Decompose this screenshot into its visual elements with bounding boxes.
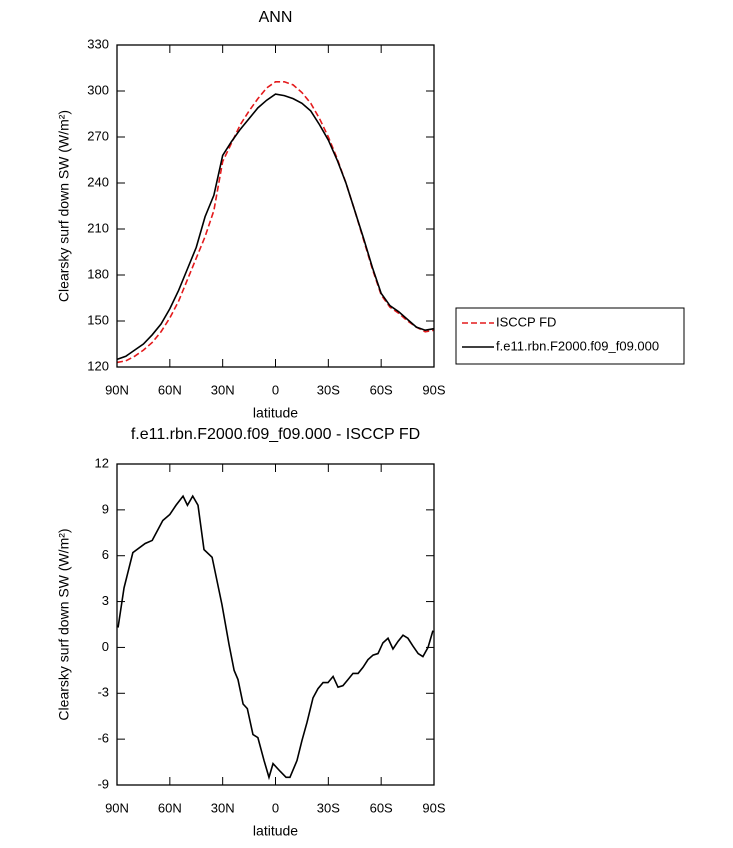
chart-title: ANN [259, 9, 293, 26]
x-tick-label: 90N [105, 382, 129, 397]
y-tick-label: -6 [97, 731, 109, 746]
data-line [116, 81, 435, 364]
chart-title: f.e11.rbn.F2000.f09_f09.000 - ISCCP FD [131, 426, 420, 443]
x-tick-label: 60N [158, 382, 182, 397]
x-tick-label: 0 [272, 382, 279, 397]
y-tick-label: 270 [87, 128, 109, 143]
x-tick-label: 0 [272, 800, 279, 815]
y-tick-label: 150 [87, 312, 109, 327]
y-tick-label: -9 [97, 776, 109, 791]
y-tick-label: 330 [87, 36, 109, 51]
y-tick-label: 210 [87, 220, 109, 235]
x-axis-label: latitude [253, 405, 298, 421]
x-tick-label: 90S [422, 800, 445, 815]
y-tick-label: 300 [87, 82, 109, 97]
legend-label: f.e11.rbn.F2000.f09_f09.000 [496, 338, 659, 353]
x-tick-label: 30S [317, 800, 340, 815]
x-tick-label: 60S [370, 800, 393, 815]
legend-box [455, 307, 685, 365]
y-tick-label: 240 [87, 174, 109, 189]
y-axis-label: Clearsky surf down SW (W/m²) [56, 528, 72, 720]
y-tick-label: 0 [102, 639, 109, 654]
y-tick-label: 180 [87, 266, 109, 281]
plot-frame [116, 463, 435, 786]
data-line [117, 494, 434, 781]
legend-label: ISCCP FD [496, 314, 556, 329]
x-tick-label: 90N [105, 800, 129, 815]
y-axis-label: Clearsky surf down SW (W/m²) [56, 110, 72, 302]
y-tick-label: -3 [97, 685, 109, 700]
y-tick-label: 9 [102, 501, 109, 516]
y-tick-label: 120 [87, 358, 109, 373]
x-axis-label: latitude [253, 823, 298, 839]
y-tick-label: 6 [102, 547, 109, 562]
data-line [116, 93, 435, 361]
x-tick-label: 30N [211, 382, 235, 397]
x-tick-label: 30N [211, 800, 235, 815]
x-tick-label: 60S [370, 382, 393, 397]
y-tick-label: 12 [95, 455, 109, 470]
y-tick-label: 3 [102, 593, 109, 608]
x-tick-label: 90S [422, 382, 445, 397]
x-tick-label: 30S [317, 382, 340, 397]
x-tick-label: 60N [158, 800, 182, 815]
